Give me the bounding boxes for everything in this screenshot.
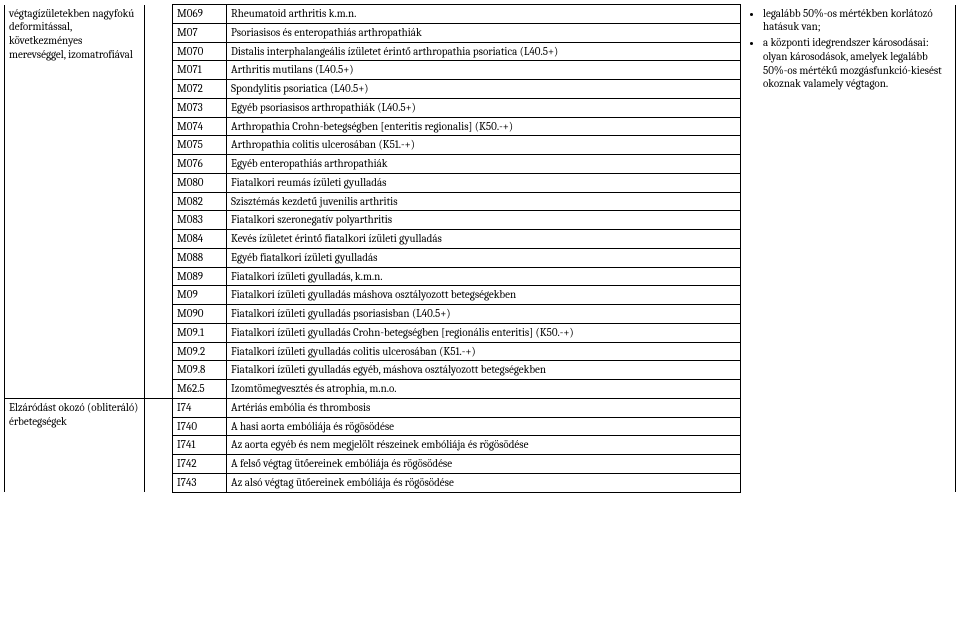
code-cell: I743 [173, 473, 227, 492]
desc-cell: Egyéb fiatalkori ízületi gyulladás [227, 248, 741, 267]
code-cell: I741 [173, 436, 227, 455]
condition-group-2: Elzáródást okozó (obliteráló) érbetegség… [5, 398, 145, 492]
code-cell: M089 [173, 267, 227, 286]
code-cell: M09 [173, 286, 227, 305]
code-cell: M076 [173, 155, 227, 174]
desc-cell: Fiatalkori ízületi gyulladás egyéb, másh… [227, 361, 741, 380]
code-cell: M080 [173, 173, 227, 192]
desc-cell: Az alsó végtag ütőereinek embóliája és r… [227, 473, 741, 492]
desc-cell: Izomtömegvesztés és atrophia, m.n.o. [227, 380, 741, 399]
code-cell: M09.8 [173, 361, 227, 380]
code-cell: M07 [173, 23, 227, 42]
code-cell: M075 [173, 136, 227, 155]
explanation-list: legalább 50%-os mértékben korlátozó hatá… [745, 7, 951, 92]
code-cell: M088 [173, 248, 227, 267]
table-row: végtagízületekben nagyfokú deformitással… [5, 5, 956, 24]
code-cell: M082 [173, 192, 227, 211]
explanation-item: legalább 50%-os mértékben korlátozó hatá… [763, 7, 951, 35]
desc-cell: Fiatalkori szeronegatív polyarthritis [227, 211, 741, 230]
desc-cell: Fiatalkori ízületi gyulladás colitis ulc… [227, 342, 741, 361]
code-cell: M069 [173, 5, 227, 24]
desc-cell: Distalis interphalangeális ízületet érin… [227, 42, 741, 61]
code-cell: I742 [173, 455, 227, 474]
desc-cell: Fiatalkori ízületi gyulladás máshova osz… [227, 286, 741, 305]
desc-cell: Szisztémás kezdetű juvenilis arthritis [227, 192, 741, 211]
code-cell: M074 [173, 117, 227, 136]
desc-cell: Fiatalkori ízületi gyulladás, k.m.n. [227, 267, 741, 286]
blank-cell [145, 398, 173, 492]
code-cell: M072 [173, 80, 227, 99]
desc-cell: Fiatalkori reumás ízületi gyulladás [227, 173, 741, 192]
medical-code-table: végtagízületekben nagyfokú deformitással… [4, 4, 956, 493]
desc-cell: Fiatalkori ízületi gyulladás Crohn-beteg… [227, 323, 741, 342]
desc-cell: Arthropathia Crohn-betegségben [enteriti… [227, 117, 741, 136]
desc-cell: Arthritis mutilans (L40.5+) [227, 61, 741, 80]
desc-cell: Egyéb enteropathiás arthropathiák [227, 155, 741, 174]
condition-group-1: végtagízületekben nagyfokú deformitással… [5, 5, 145, 399]
code-cell: I74 [173, 398, 227, 417]
code-cell: M084 [173, 230, 227, 249]
desc-cell: Arthropathia colitis ulcerosában (K51.-+… [227, 136, 741, 155]
code-cell: M62.5 [173, 380, 227, 399]
explanation-item: a központi idegrendszer károsodásai: oly… [763, 36, 951, 91]
code-cell: M09.1 [173, 323, 227, 342]
desc-cell: Rheumatoid arthritis k.m.n. [227, 5, 741, 24]
desc-cell: Spondylitis psoriatica (L40.5+) [227, 80, 741, 99]
code-cell: I740 [173, 417, 227, 436]
code-cell: M073 [173, 98, 227, 117]
desc-cell: Artériás embólia és thrombosis [227, 398, 741, 417]
desc-cell: A hasi aorta embóliája és rögösödése [227, 417, 741, 436]
desc-cell: Az aorta egyéb és nem megjelölt részeine… [227, 436, 741, 455]
code-cell: M070 [173, 42, 227, 61]
blank-cell [145, 5, 173, 399]
desc-cell: Fiatalkori ízületi gyulladás psoriasisba… [227, 305, 741, 324]
explanation-cell: legalább 50%-os mértékben korlátozó hatá… [741, 5, 956, 493]
desc-cell: Psoriasisos és enteropathiás arthropathi… [227, 23, 741, 42]
code-cell: M083 [173, 211, 227, 230]
code-cell: M09.2 [173, 342, 227, 361]
code-cell: M071 [173, 61, 227, 80]
code-cell: M090 [173, 305, 227, 324]
desc-cell: A felső végtag ütőereinek embóliája és r… [227, 455, 741, 474]
desc-cell: Kevés ízületet érintő fiatalkori ízületi… [227, 230, 741, 249]
desc-cell: Egyéb psoriasisos arthropathiák (L40.5+) [227, 98, 741, 117]
